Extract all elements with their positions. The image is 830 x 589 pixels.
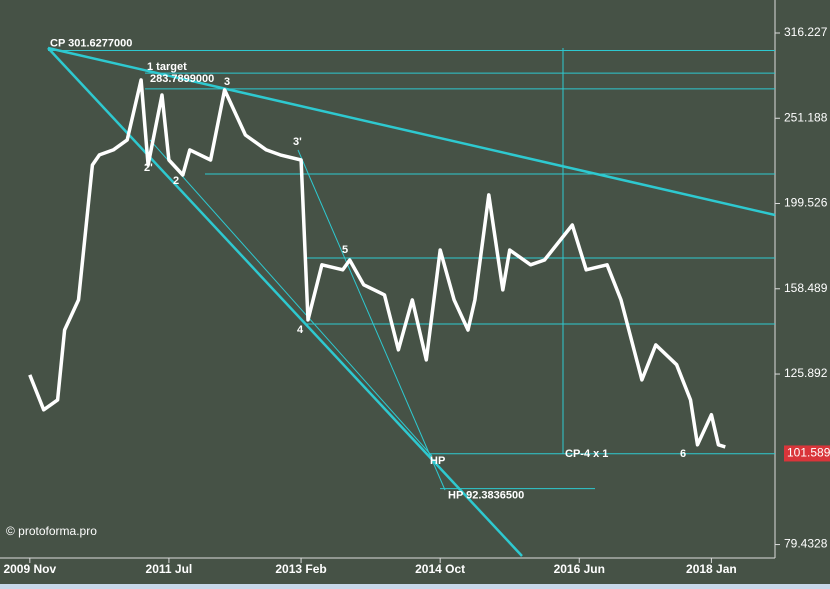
x-tick-label: 2009 Nov (3, 562, 56, 576)
wave-label: 4 (297, 324, 304, 336)
x-tick-label: 2011 Jul (146, 562, 193, 576)
wave-label: 5 (342, 244, 348, 256)
level-label: 283.7899000 (150, 73, 214, 85)
y-tick-label: 158.489 (784, 281, 828, 295)
level-label: CP 301.6277000 (50, 37, 132, 49)
y-tick-label: 251.188 (784, 110, 828, 124)
x-tick-label: 2013 Feb (275, 562, 326, 576)
wave-label: 6 (680, 448, 686, 460)
trend-line (47, 46, 776, 217)
wave-label: CP-4 x 1 (565, 448, 608, 460)
trend-lines (47, 46, 776, 557)
x-tick-label: 2014 Oct (415, 562, 465, 576)
trend-line (149, 139, 433, 457)
trend-line (297, 149, 446, 491)
level-label: HP 92.3836500 (448, 490, 524, 502)
wave-label: 3' (293, 136, 302, 148)
wave-label: 2' (144, 162, 153, 174)
y-tick-label: 199.526 (784, 196, 828, 210)
wave-label: 2 (173, 175, 179, 187)
watermark: © protoforma.pro (6, 524, 97, 538)
y-tick-label: 316.227 (784, 25, 828, 39)
bottom-strip (0, 584, 830, 589)
last-price-label: 101.589 (787, 446, 830, 460)
wave-label: 3 (224, 76, 230, 88)
wave-label: 1 target (147, 61, 187, 73)
price-line (28, 78, 726, 449)
wave-label: HP (430, 455, 445, 467)
x-tick-label: 2018 Jan (686, 562, 737, 576)
y-tick-label: 79.4328 (784, 537, 828, 551)
last-price-box (784, 445, 830, 462)
trend-line (47, 47, 523, 557)
x-tick-label: 2016 Jun (554, 562, 605, 576)
y-tick-label: 125.892 (784, 366, 828, 380)
